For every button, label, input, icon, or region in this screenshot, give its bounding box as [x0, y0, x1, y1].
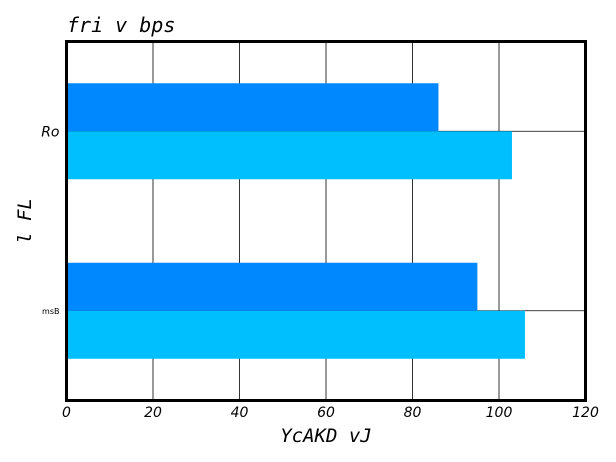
x-axis-label: YcAKD vJ — [280, 425, 372, 447]
y-axis-label: l FL — [14, 198, 36, 244]
x-tick-label: 80 — [404, 405, 422, 421]
x-tick-label: 20 — [144, 405, 162, 421]
bar — [66, 262, 478, 311]
bars-group — [66, 83, 525, 359]
bar — [66, 310, 525, 359]
bar — [66, 83, 439, 132]
x-tick-label: 40 — [231, 405, 249, 421]
y-category-label: Ro — [41, 124, 59, 140]
x-tick-labels: 0 20 40 60 80 100 120 — [62, 405, 599, 421]
plot-area-frame — [65, 40, 587, 402]
x-tick-label: 120 — [572, 405, 599, 421]
y-category-label: msB — [42, 307, 59, 316]
y-category-labels: Ro msB — [41, 124, 59, 316]
chart-title: fri v bps — [67, 13, 175, 37]
x-tick-label: 60 — [317, 405, 335, 421]
x-tick-label: 0 — [62, 405, 71, 421]
x-tick-label: 100 — [486, 405, 513, 421]
bar — [66, 131, 512, 180]
